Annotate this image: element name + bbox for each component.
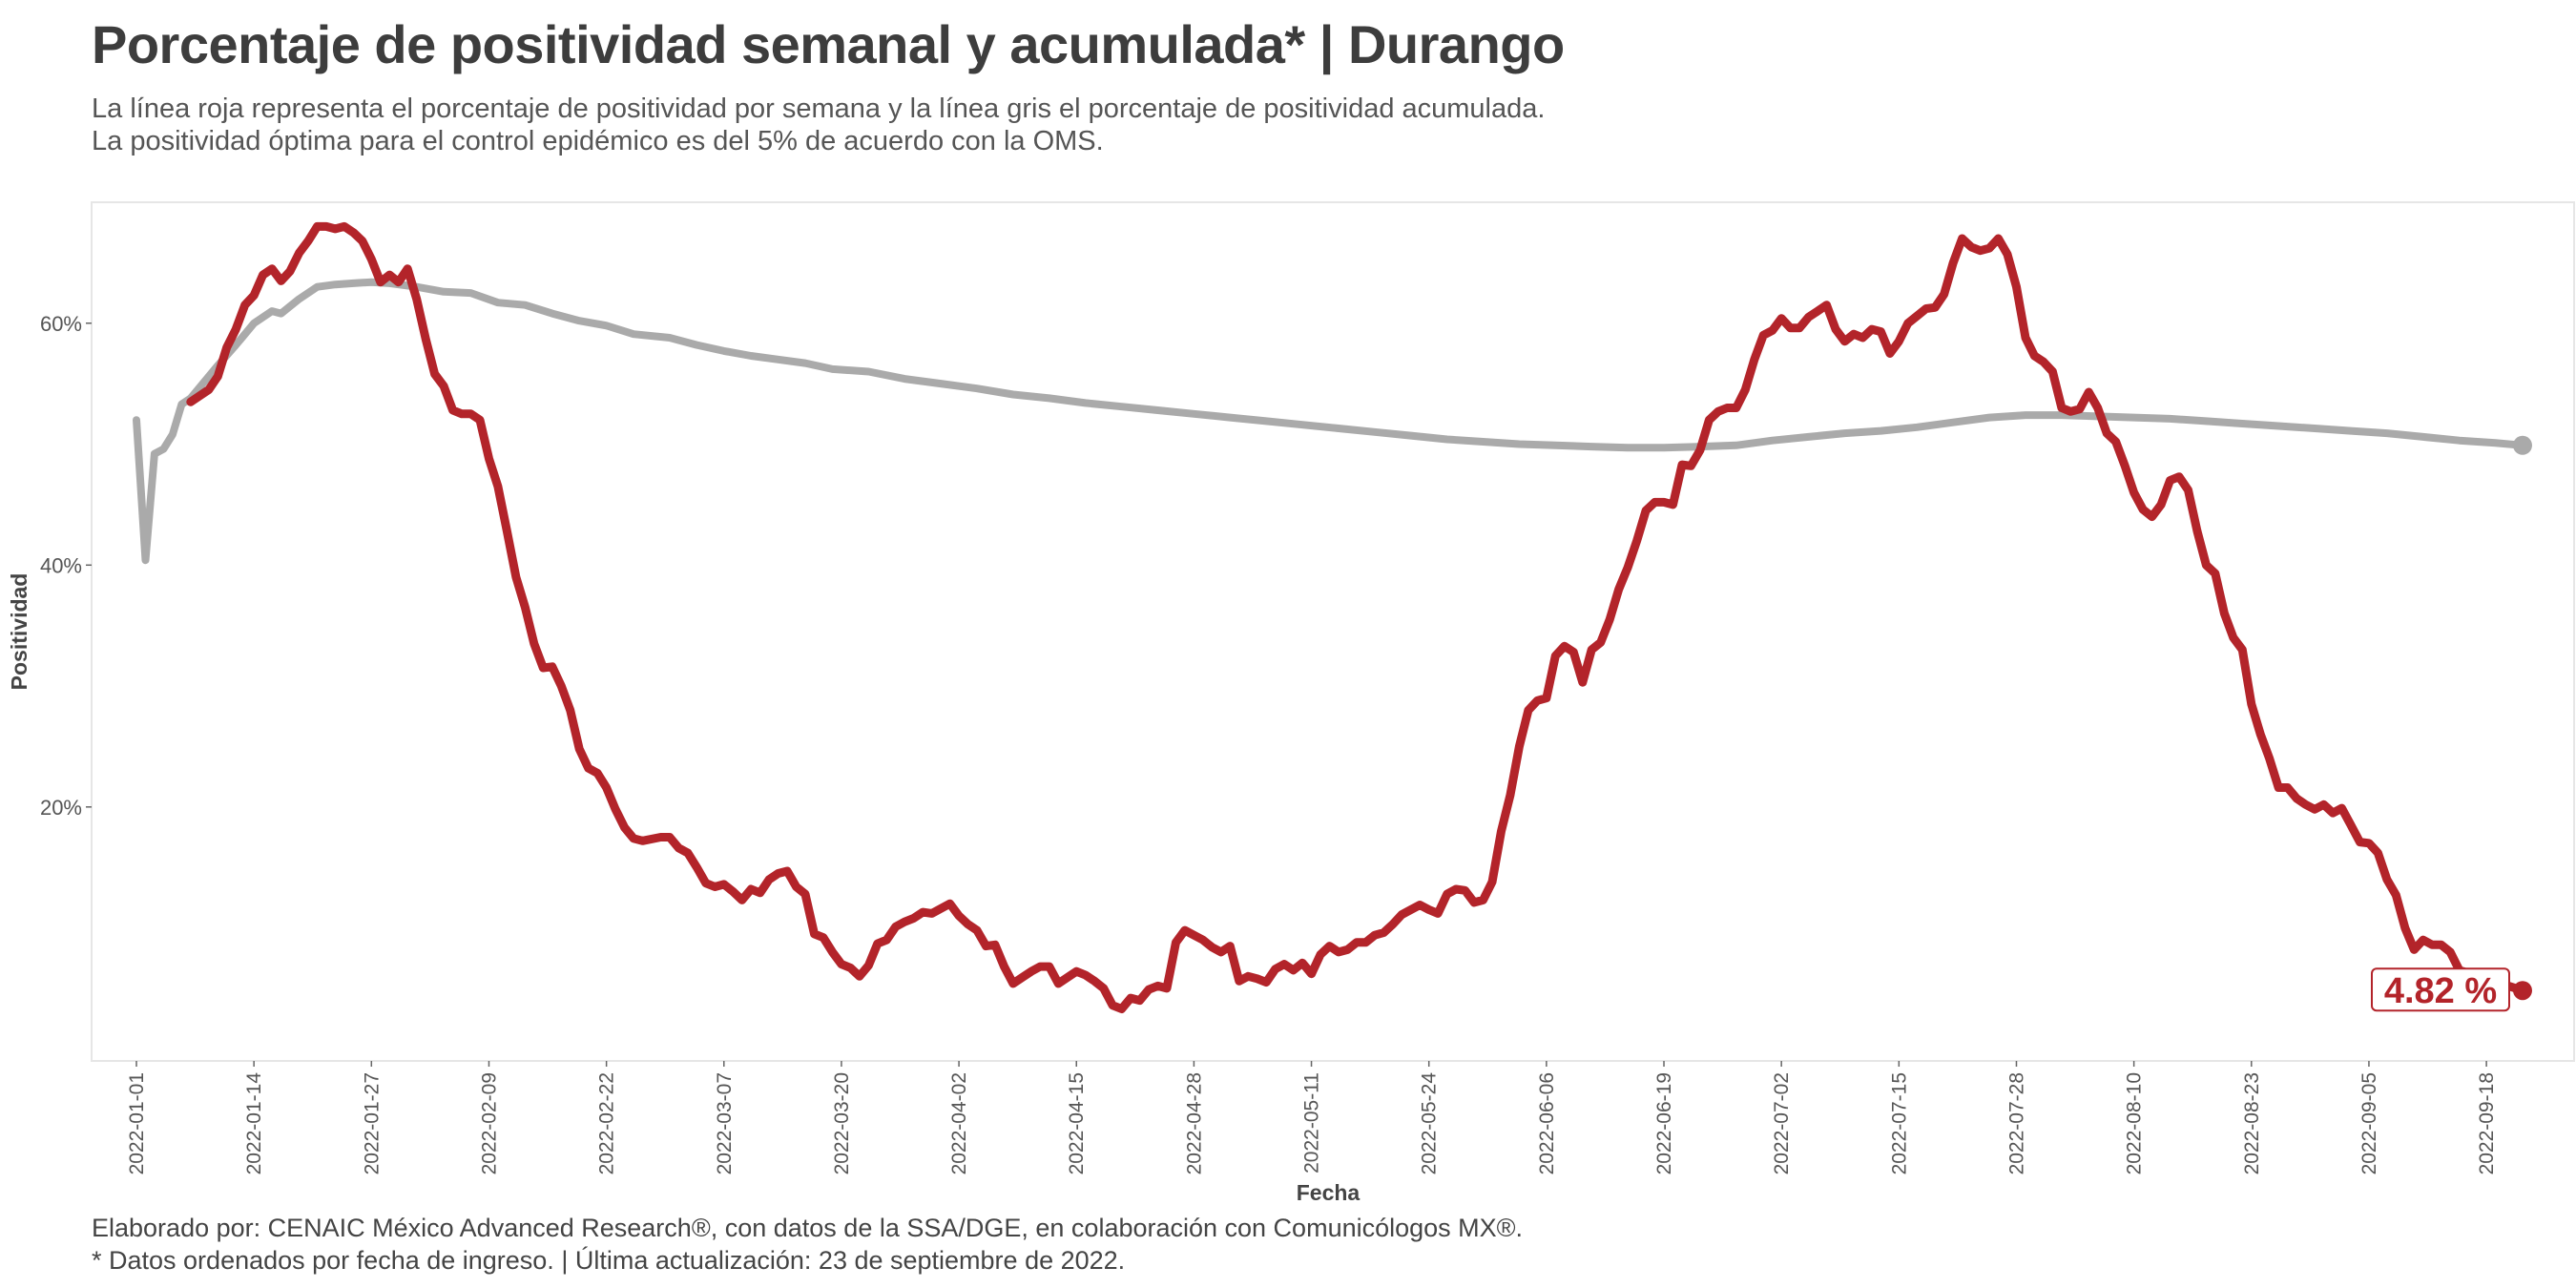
x-axis: 2022-01-01 2022-01-14 2022-01-27 2022-02-09… xyxy=(126,1061,2498,1174)
subtitle-line-1: La línea roja representa el porcentaje d… xyxy=(92,93,1546,124)
positivity-chart: 20% 40% 60% 2022-01-01 2022-01-14 2022-01-27… xyxy=(7,201,2575,1205)
weekly-end-point xyxy=(2513,981,2532,1001)
y-axis-title: Positividad xyxy=(7,573,31,691)
x-tick-label: 2022-09-18 xyxy=(2476,1072,2498,1174)
update-caption: * Datos ordenados por fecha de ingreso. … xyxy=(92,1246,1126,1275)
x-tick-label: 2022-06-19 xyxy=(1653,1072,1675,1174)
chart-title: Porcentaje de positividad semanal y acum… xyxy=(92,14,1565,74)
x-axis-title: Fecha xyxy=(1297,1180,1361,1205)
x-tick-label: 2022-04-02 xyxy=(948,1072,970,1174)
y-tick-label: 40% xyxy=(40,553,82,577)
x-tick-label: 2022-01-14 xyxy=(243,1072,265,1175)
y-tick-label: 20% xyxy=(40,796,82,820)
end-markers: 4.82 % xyxy=(2371,435,2532,1012)
end-value-label: 4.82 % xyxy=(2384,971,2497,1011)
x-tick-label: 2022-02-09 xyxy=(478,1072,500,1174)
subtitle-line-2: La positividad óptima para el control ep… xyxy=(92,126,1104,156)
weekly-positivity-line xyxy=(186,221,2527,1013)
cumulative-positivity-line xyxy=(133,278,2526,565)
series-lines xyxy=(133,221,2527,1013)
x-tick-label: 2022-01-27 xyxy=(361,1072,383,1174)
y-axis: 20% 40% 60% xyxy=(40,312,92,820)
x-tick-label: 2022-09-05 xyxy=(2358,1072,2380,1174)
x-tick-label: 2022-05-11 xyxy=(1301,1072,1323,1174)
x-tick-label: 2022-03-20 xyxy=(831,1072,853,1174)
x-tick-label: 2022-08-23 xyxy=(2241,1072,2263,1174)
x-tick-label: 2022-08-10 xyxy=(2124,1072,2146,1174)
x-tick-label: 2022-04-15 xyxy=(1066,1072,1088,1174)
x-tick-label: 2022-04-28 xyxy=(1183,1072,1205,1174)
source-caption: Elaborado por: CENAIC México Advanced Re… xyxy=(92,1214,1524,1242)
x-tick-label: 2022-05-24 xyxy=(1419,1072,1441,1175)
x-tick-label: 2022-07-15 xyxy=(1888,1072,1910,1174)
end-label-box xyxy=(2371,967,2510,1012)
x-tick-label: 2022-03-07 xyxy=(714,1072,736,1174)
plot-panel xyxy=(91,201,2575,1062)
x-tick-label: 2022-02-22 xyxy=(596,1072,618,1174)
x-tick-label: 2022-07-02 xyxy=(1771,1072,1793,1174)
x-tick-label: 2022-07-28 xyxy=(2005,1072,2027,1174)
cumulative-end-point xyxy=(2513,435,2532,455)
x-tick-label: 2022-06-06 xyxy=(1536,1072,1558,1174)
y-tick-label: 60% xyxy=(40,312,82,336)
x-tick-label: 2022-01-01 xyxy=(126,1072,148,1174)
